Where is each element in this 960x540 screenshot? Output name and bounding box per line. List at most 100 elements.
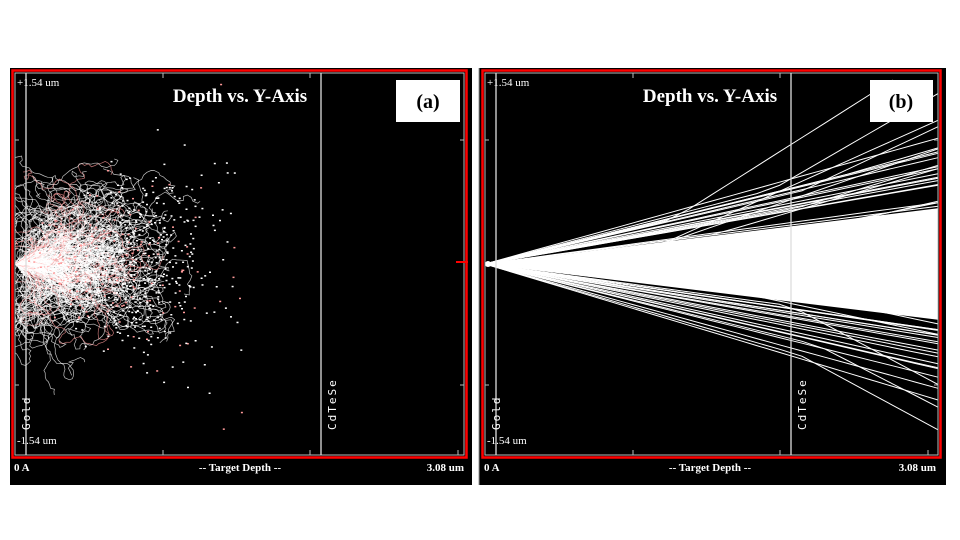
collision-point (77, 257, 80, 260)
collision-point (45, 266, 47, 268)
panel-a: Depth vs. Y-Axis (a) +1.54 um -1.54 um G… (10, 68, 472, 485)
collision-point (44, 250, 47, 253)
collision-point (58, 233, 61, 235)
collision-point (111, 249, 114, 251)
collision-point (146, 300, 149, 302)
collision-point (107, 348, 109, 350)
collision-point (80, 284, 83, 287)
collision-point (173, 195, 176, 198)
collision-point (215, 286, 218, 288)
collision-point (212, 214, 214, 216)
collision-point (125, 254, 128, 256)
ion-trajectory (484, 263, 939, 331)
collision-point (233, 172, 236, 174)
collision-point (103, 306, 106, 309)
collision-point (115, 327, 118, 329)
collision-point (89, 260, 92, 262)
ion-trajectory (14, 230, 165, 270)
ion-trajectory (484, 157, 939, 265)
collision-point (161, 284, 164, 286)
collision-point (160, 259, 163, 261)
collision-point (204, 275, 207, 277)
collision-point (233, 246, 236, 249)
collision-point (119, 292, 122, 294)
collision-point (90, 240, 93, 242)
collision-point (134, 326, 136, 328)
collision-point (151, 284, 154, 286)
collision-point (142, 252, 145, 255)
collision-point (102, 270, 105, 273)
ion-trajectory (484, 263, 939, 354)
collision-point (39, 280, 42, 283)
collision-point (200, 277, 203, 279)
collision-point (158, 248, 161, 251)
collision-point (38, 270, 41, 272)
collision-point (85, 255, 88, 257)
collision-point (163, 330, 166, 333)
collision-point (142, 266, 145, 269)
collision-point (116, 331, 119, 333)
collision-point (132, 231, 135, 234)
collision-point (176, 322, 179, 325)
ion-trajectory (484, 173, 939, 265)
collision-point (166, 252, 169, 254)
collision-point (150, 261, 153, 263)
collision-point (126, 288, 129, 290)
collision-point (203, 364, 206, 366)
collision-point (101, 252, 104, 255)
collision-point (117, 211, 120, 214)
collision-point (190, 251, 193, 253)
collision-point (137, 287, 140, 290)
collision-point (224, 307, 227, 309)
collision-point (102, 278, 105, 280)
collision-point (22, 273, 25, 276)
collision-point (104, 284, 107, 287)
collision-point (198, 216, 201, 218)
collision-point (113, 311, 116, 313)
collision-point (90, 228, 93, 230)
collision-point (148, 308, 151, 310)
collision-point (116, 267, 118, 270)
collision-point (88, 248, 91, 251)
collision-point (84, 281, 87, 283)
collision-point (135, 311, 138, 314)
collision-point (190, 267, 193, 269)
collision-point (116, 305, 119, 307)
collision-point (142, 187, 145, 190)
collision-point (70, 260, 73, 263)
collision-point (178, 284, 181, 286)
collision-point (76, 290, 79, 293)
collision-point (152, 253, 155, 255)
collision-point (145, 193, 148, 195)
ticks-a (15, 73, 464, 455)
collision-point (191, 260, 194, 262)
collision-point (192, 219, 195, 222)
collision-point (28, 263, 31, 265)
collision-point (124, 282, 127, 284)
collision-point (76, 275, 79, 278)
collision-point (79, 234, 82, 236)
collision-point (72, 259, 75, 261)
collision-point (97, 255, 100, 258)
ion-trajectory (14, 170, 176, 265)
collision-point (74, 313, 77, 315)
collision-point (191, 188, 194, 191)
collision-point (145, 318, 148, 321)
collision-point (110, 304, 113, 306)
collision-point (86, 295, 88, 297)
collision-point (154, 256, 157, 259)
collision-point (60, 271, 63, 274)
collision-point (115, 278, 118, 281)
collision-point (112, 254, 115, 257)
collision-point (132, 279, 135, 281)
collision-point (169, 332, 172, 334)
collision-point (122, 287, 125, 289)
collision-point (97, 295, 100, 297)
collision-point (171, 366, 174, 368)
collision-point (46, 263, 49, 265)
ion-trajectory (484, 263, 939, 431)
collision-point (115, 324, 118, 326)
collision-point (118, 191, 121, 193)
collision-point (35, 254, 38, 256)
collision-point (133, 347, 136, 349)
